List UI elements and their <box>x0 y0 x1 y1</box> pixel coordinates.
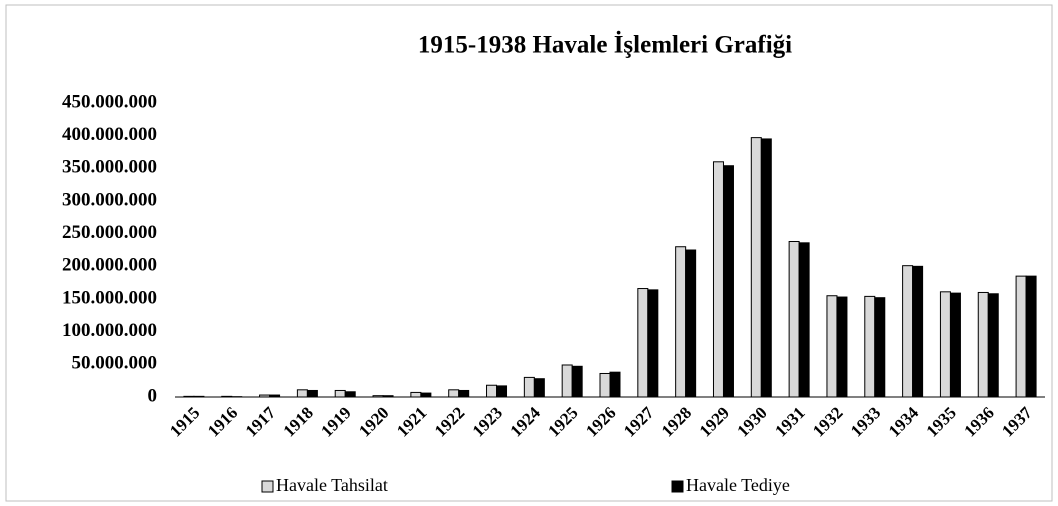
legend-swatch <box>261 480 274 493</box>
bar <box>712 161 724 398</box>
legend-swatch <box>671 480 684 493</box>
bar <box>750 137 762 398</box>
bar <box>561 364 573 398</box>
bar <box>912 265 924 398</box>
chart-border <box>5 4 1053 502</box>
legend-label: Havale Tediye <box>686 475 790 495</box>
legend-label: Havale Tahsilat <box>276 475 388 495</box>
bar <box>977 291 989 398</box>
bar <box>458 389 470 398</box>
bar <box>939 291 951 398</box>
y-tick-label: 250.000.000 <box>62 222 157 243</box>
bar <box>836 296 848 398</box>
bar <box>533 378 545 398</box>
bar <box>949 292 961 398</box>
bar <box>1015 275 1027 398</box>
bar <box>864 295 876 398</box>
y-tick-label: 350.000.000 <box>62 157 157 178</box>
bar <box>760 138 772 398</box>
bar <box>987 293 999 398</box>
bar <box>420 392 432 398</box>
bar <box>902 265 914 398</box>
bar <box>826 295 838 398</box>
bar <box>448 389 460 398</box>
bar <box>496 385 508 398</box>
bar <box>637 288 649 398</box>
y-tick-label: 150.000.000 <box>62 287 157 308</box>
y-tick-label: 450.000.000 <box>62 91 157 112</box>
bar <box>874 297 886 398</box>
bar <box>788 241 800 398</box>
y-tick-label: 200.000.000 <box>62 255 157 276</box>
bar <box>609 371 621 398</box>
y-tick-label: 400.000.000 <box>62 124 157 145</box>
bar <box>296 389 308 398</box>
bar <box>647 289 659 398</box>
bar <box>344 391 356 398</box>
y-tick-label: 300.000.000 <box>62 189 157 210</box>
bar <box>334 389 346 398</box>
bar <box>571 365 583 398</box>
bar <box>685 249 697 398</box>
bar <box>798 242 810 398</box>
bar <box>306 389 318 398</box>
bar <box>722 165 734 398</box>
bar <box>486 384 498 398</box>
bar <box>599 372 611 398</box>
bar <box>1025 275 1037 398</box>
bar <box>523 376 535 398</box>
y-tick-label: 0 <box>148 385 158 406</box>
chart-title: 1915-1938 Havale İşlemleri Grafiği <box>418 31 792 59</box>
bar <box>410 391 422 398</box>
bar <box>675 246 687 398</box>
y-tick-label: 100.000.000 <box>62 320 157 341</box>
y-tick-label: 50.000.000 <box>72 353 158 374</box>
